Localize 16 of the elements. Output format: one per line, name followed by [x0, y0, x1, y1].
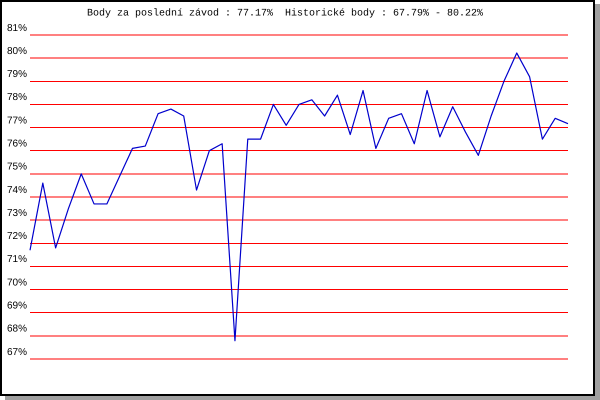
- y-tick-label: 71%: [6, 254, 28, 266]
- y-tick-label: 73%: [6, 208, 28, 219]
- y-tick-label: 74%: [6, 184, 28, 196]
- y-tick-label: 68%: [6, 324, 28, 335]
- y-tick-label: 72%: [6, 231, 28, 242]
- y-tick-label: 70%: [6, 277, 28, 288]
- y-tick-label: 81%: [6, 22, 28, 34]
- y-tick-label: 76%: [6, 138, 28, 150]
- y-tick-label: 77%: [6, 115, 28, 126]
- y-tick-label: 79%: [6, 69, 28, 80]
- y-tick-label: 75%: [6, 162, 28, 173]
- y-tick-label: 78%: [6, 92, 28, 104]
- y-tick-label: 67%: [6, 346, 28, 358]
- y-tick-label: 80%: [6, 46, 28, 57]
- y-tick-label: 69%: [6, 300, 28, 312]
- chart-title: Body za poslední závod : 77.17% Historické body : 67.79% - 80.22%: [86, 8, 484, 20]
